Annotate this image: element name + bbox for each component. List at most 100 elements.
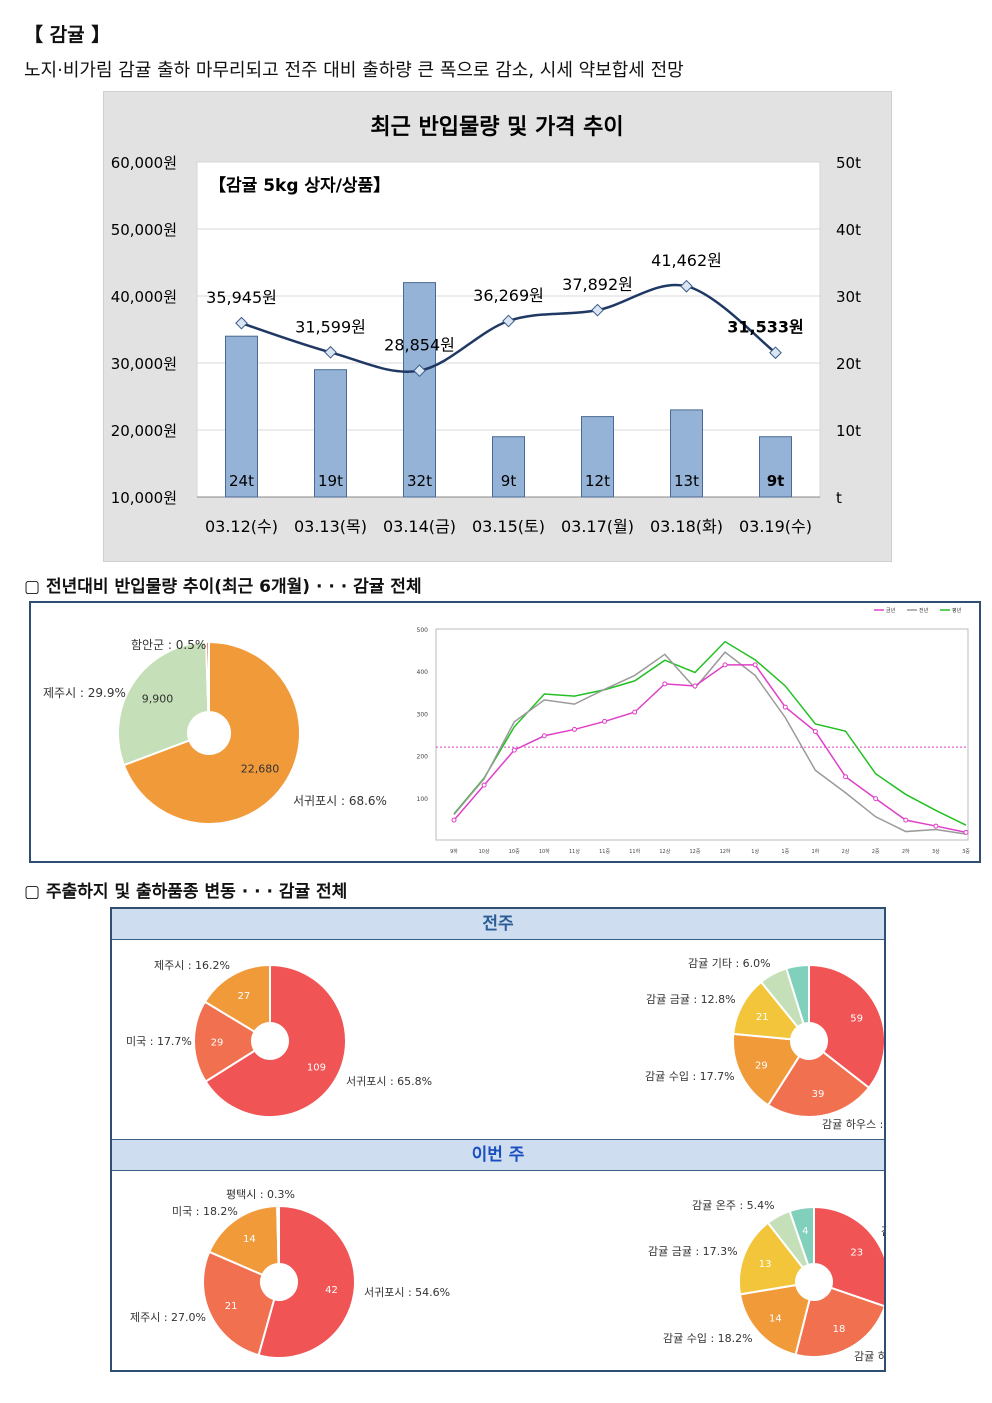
inner-label: 【감귤 5kg 상자/상품】 xyxy=(209,175,390,196)
category-label: 03.12(수) xyxy=(205,517,278,536)
series-line-전년 xyxy=(453,651,967,835)
series-point xyxy=(722,662,728,668)
donut-slice xyxy=(207,1204,280,1277)
plot-frame xyxy=(435,628,969,841)
right-tick-label: 20t xyxy=(836,355,861,373)
slice-value: 109 xyxy=(307,1063,326,1074)
series-point xyxy=(451,817,457,823)
this-week-header: 이번 주 xyxy=(112,1139,884,1171)
trend-panel: 22,680 서귀포시 : 68.6% 9,900 제주시 : 29.9% 함안군 : … xyxy=(29,601,981,863)
series-point xyxy=(752,662,758,668)
slice-label: 감귤 금귤 : 17.3% xyxy=(648,1245,738,1258)
volume-label: 12t xyxy=(585,472,610,490)
y-tick-label: 200 xyxy=(417,754,429,761)
series-point xyxy=(632,709,638,715)
donut-slice xyxy=(276,1204,280,1266)
volume-label: 32t xyxy=(407,472,432,490)
weekly-panel: 전주 109 서귀포시 : 65.8% 29 미국 : 17.7% 27 제주시 : 16… xyxy=(110,907,886,1372)
series-point xyxy=(662,681,668,687)
x-tick-label: 9하 xyxy=(450,848,458,855)
series-point xyxy=(812,729,818,735)
series-point xyxy=(541,733,547,739)
right-tick-label: 40t xyxy=(836,221,861,239)
slice-value: 59 xyxy=(850,1014,863,1025)
volume-label: 19t xyxy=(318,472,343,490)
trend-section-title: ▢ 전년대비 반입물량 추이(최근 6개월) · · · 감귤 전체 xyxy=(24,577,422,597)
series-point xyxy=(692,683,698,689)
series-point xyxy=(511,747,517,753)
main-chart-panel: 최근 반입물량 및 가격 추이 60,000원 50,000원 40,000원 30,0… xyxy=(103,91,892,562)
this-origin-donut: 42 서귀포시 : 54.6% 21 제주시 : 27.0% 14 미국 : 18.2% 평… xyxy=(130,1188,450,1359)
x-tick-label: 3중 xyxy=(962,849,970,855)
category-label: 03.18(화) xyxy=(650,517,723,536)
price-label: 37,892원 xyxy=(562,275,633,294)
category-label: 03.13(목) xyxy=(294,517,367,536)
donut-slice xyxy=(738,1221,805,1296)
slice-value: 21 xyxy=(225,1301,238,1312)
slice-label: 미국 : 17.7% xyxy=(126,1035,192,1048)
weekly-section-title: ▢ 주출하지 및 출하품종 변동 · · · 감귤 전체 xyxy=(24,882,348,902)
left-tick-label: 40,000원 xyxy=(111,288,177,306)
series-line-금년 xyxy=(453,664,967,834)
summary-text: 노지·비가림 감귤 출하 마무리되고 전주 대비 출하량 큰 폭으로 감소, 시… xyxy=(24,60,684,81)
slice-label: 서귀포시 : 65.8% xyxy=(346,1075,432,1088)
category-label: 03.17(월) xyxy=(561,517,634,536)
slice-label: 감귤 온주 : 5.4% xyxy=(692,1199,775,1212)
slice-label: 감귤 기타 : 6.0% xyxy=(688,957,771,970)
donut-slice xyxy=(122,640,301,825)
x-tick-label: 10하 xyxy=(539,848,550,855)
x-tick-label: 12하 xyxy=(720,848,731,855)
series-point xyxy=(481,782,487,788)
series-point xyxy=(933,823,939,829)
slice-value: 22,680 xyxy=(241,762,280,775)
legend-label: 전년 xyxy=(919,607,929,614)
donut-slice xyxy=(202,1250,276,1357)
volume-label: 24t xyxy=(229,472,254,490)
slice-value: 42 xyxy=(325,1285,338,1296)
price-marker xyxy=(769,346,782,360)
volume-bar xyxy=(670,409,703,498)
left-tick-label: 10,000원 xyxy=(111,489,177,507)
donut-slice xyxy=(205,640,210,714)
slice-value: 29 xyxy=(211,1038,224,1049)
x-tick-label: 12상 xyxy=(659,848,670,855)
prev-origin-donut: 109 서귀포시 : 65.8% 29 미국 : 17.7% 27 제주시 : 16.2% xyxy=(126,959,432,1118)
x-tick-label: 11하 xyxy=(629,848,640,855)
slice-value: 14 xyxy=(769,1314,782,1325)
price-marker xyxy=(680,279,693,293)
donut-slice xyxy=(813,1205,884,1308)
trend-line-chart: 500 400 300 200 100 9하 10상 10중 10하 11상 11중 11하 12상 12… xyxy=(417,607,971,855)
legend-label: 금년 xyxy=(886,607,896,614)
slice-label: 감귤 수입 : 18.2% xyxy=(663,1332,753,1345)
slice-label: 감귤 수입 : 17.7% xyxy=(645,1070,735,1083)
price-marker xyxy=(591,303,604,317)
series-point xyxy=(843,774,849,780)
donut-slice xyxy=(193,1000,257,1083)
price-marker xyxy=(502,314,515,328)
left-tick-label: 60,000원 xyxy=(111,154,177,172)
y-tick-label: 400 xyxy=(417,669,429,676)
volume-bar xyxy=(759,436,792,498)
slice-value: 39 xyxy=(812,1089,825,1100)
right-tick-label: t xyxy=(836,489,842,507)
x-tick-label: 10상 xyxy=(479,848,490,855)
left-tick-label: 50,000원 xyxy=(111,221,177,239)
slice-label: 제주시 : 16.2% xyxy=(154,959,230,972)
slice-label: 감귤 비가림 : 30.2% xyxy=(881,1225,884,1238)
slice-label: 서귀포시 : 68.6% xyxy=(293,794,387,808)
price-marker xyxy=(235,316,248,330)
series-point xyxy=(782,704,788,710)
donut-slice xyxy=(808,963,884,1090)
series-point xyxy=(873,796,879,802)
donut-slice xyxy=(785,963,810,1026)
x-tick-label: 3상 xyxy=(932,848,940,855)
y-tick-label: 300 xyxy=(417,711,429,718)
slice-value: 9,900 xyxy=(142,693,174,706)
volume-bar xyxy=(225,335,258,498)
page-title: 【 감귤 】 xyxy=(24,24,111,46)
slice-label: 감귤 하우스 : 23.3% xyxy=(822,1117,884,1131)
volume-bar xyxy=(314,369,347,498)
x-tick-label: 12중 xyxy=(689,849,700,855)
donut-slice xyxy=(117,641,210,767)
slice-label: 제주시 : 29.9% xyxy=(43,686,126,700)
